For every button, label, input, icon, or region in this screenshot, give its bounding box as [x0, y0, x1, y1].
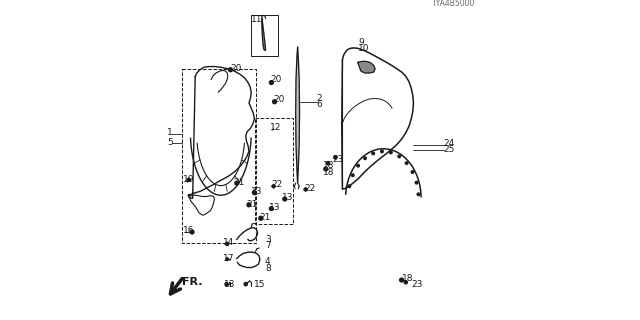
Text: 2: 2 — [316, 94, 322, 103]
Circle shape — [283, 197, 287, 201]
Bar — [182, 69, 256, 243]
Text: 13: 13 — [224, 280, 236, 289]
Bar — [251, 15, 278, 56]
Text: 20: 20 — [270, 76, 282, 84]
Text: 13: 13 — [282, 193, 293, 202]
Circle shape — [247, 203, 251, 207]
Circle shape — [190, 230, 194, 234]
Circle shape — [269, 81, 273, 84]
Text: 4: 4 — [265, 257, 271, 266]
Text: 17: 17 — [223, 254, 234, 263]
Circle shape — [226, 242, 229, 245]
Text: 8: 8 — [265, 264, 271, 273]
Polygon shape — [326, 161, 330, 165]
Text: 5: 5 — [167, 138, 173, 147]
Circle shape — [244, 283, 248, 286]
Text: 20: 20 — [230, 64, 242, 73]
Text: 7: 7 — [265, 241, 271, 250]
Bar — [255, 118, 293, 224]
Text: 18: 18 — [323, 168, 335, 177]
Text: FR.: FR. — [182, 276, 203, 287]
Text: 22: 22 — [304, 184, 316, 193]
Polygon shape — [262, 19, 266, 51]
Text: 13: 13 — [251, 187, 262, 196]
Circle shape — [415, 181, 418, 184]
Text: 15: 15 — [254, 280, 266, 289]
Text: 1: 1 — [167, 128, 173, 137]
Circle shape — [399, 278, 404, 282]
Text: 23: 23 — [412, 280, 422, 289]
Circle shape — [404, 281, 408, 284]
Text: 23: 23 — [333, 155, 344, 164]
Circle shape — [417, 193, 420, 196]
Circle shape — [364, 157, 366, 159]
Circle shape — [348, 185, 351, 188]
Polygon shape — [304, 188, 307, 191]
Circle shape — [324, 167, 328, 171]
Circle shape — [269, 207, 273, 211]
Text: 12: 12 — [270, 124, 282, 132]
Circle shape — [226, 258, 228, 260]
Text: 13: 13 — [269, 203, 280, 212]
Circle shape — [356, 164, 359, 167]
Text: 3: 3 — [265, 235, 271, 244]
Text: 19: 19 — [183, 175, 195, 184]
Circle shape — [334, 156, 337, 159]
Text: 14: 14 — [223, 238, 234, 247]
Circle shape — [398, 155, 401, 158]
Text: 22: 22 — [271, 180, 283, 189]
Circle shape — [390, 151, 392, 154]
Circle shape — [228, 68, 232, 72]
Circle shape — [235, 181, 239, 185]
Circle shape — [351, 174, 354, 177]
Circle shape — [372, 152, 374, 155]
Circle shape — [405, 162, 408, 164]
Text: 16: 16 — [183, 226, 195, 235]
Circle shape — [259, 216, 263, 220]
Circle shape — [252, 191, 256, 195]
Polygon shape — [296, 47, 300, 183]
Text: TYA4B5000: TYA4B5000 — [432, 0, 475, 8]
Text: 20: 20 — [274, 95, 285, 104]
Circle shape — [412, 171, 414, 173]
Circle shape — [381, 150, 383, 153]
Text: 18: 18 — [402, 274, 413, 283]
Text: 18: 18 — [323, 161, 335, 170]
Text: 24: 24 — [443, 140, 454, 148]
Polygon shape — [272, 184, 275, 188]
Polygon shape — [358, 61, 375, 73]
Text: 21: 21 — [246, 200, 258, 209]
Circle shape — [225, 283, 228, 286]
Text: 6: 6 — [316, 100, 322, 109]
Text: 11: 11 — [251, 15, 262, 24]
Text: 9: 9 — [358, 38, 364, 47]
Circle shape — [273, 100, 276, 104]
Text: 21: 21 — [259, 213, 271, 222]
Text: 25: 25 — [443, 145, 454, 154]
Text: 21: 21 — [234, 178, 245, 187]
Circle shape — [188, 178, 191, 181]
Text: 10: 10 — [358, 44, 370, 53]
